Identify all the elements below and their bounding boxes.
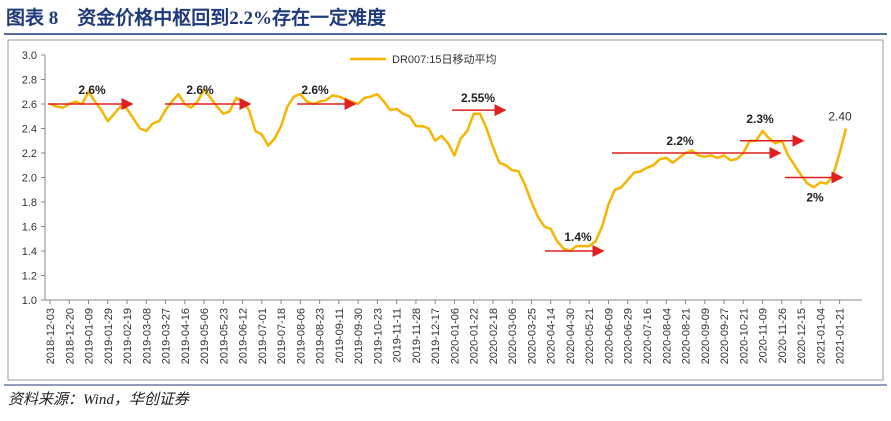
x-tick-label: 2020-09-27 bbox=[719, 308, 731, 364]
x-tick-label: 2019-01-29 bbox=[103, 308, 115, 364]
y-tick-label: 3.0 bbox=[22, 50, 37, 62]
x-tick-label: 2020-09-09 bbox=[700, 308, 712, 364]
legend-label: DR007:15日移动平均 bbox=[392, 53, 497, 66]
x-tick-label: 2019-05-23 bbox=[218, 308, 230, 364]
x-tick-label: 2020-11-26 bbox=[777, 308, 789, 363]
annotation-label: 2% bbox=[806, 191, 824, 205]
x-tick-label: 2020-06-29 bbox=[623, 308, 635, 364]
x-tick-label: 2020-03-25 bbox=[526, 308, 538, 364]
x-tick-label: 2019-06-12 bbox=[238, 308, 250, 364]
x-tick-label: 2019-03-27 bbox=[161, 308, 173, 364]
y-tick-label: 1.8 bbox=[22, 197, 37, 209]
y-tick-label: 2.4 bbox=[22, 124, 37, 136]
x-tick-label: 2019-08-06 bbox=[295, 308, 307, 364]
x-tick-label: 2020-03-06 bbox=[507, 308, 519, 364]
x-tick-label: 2020-01-22 bbox=[469, 308, 481, 364]
annotation-label: 2.6% bbox=[186, 83, 214, 97]
y-tick-label: 2.2 bbox=[22, 148, 37, 160]
annotation-label: 2.6% bbox=[301, 83, 329, 97]
y-tick-label: 1.0 bbox=[22, 295, 37, 307]
x-tick-label: 2019-08-23 bbox=[315, 308, 327, 364]
x-tick-label: 2020-06-09 bbox=[603, 308, 615, 364]
x-tick-label: 2020-10-21 bbox=[738, 308, 750, 364]
y-tick-label: 1.6 bbox=[22, 222, 37, 234]
series-line bbox=[49, 88, 848, 253]
x-tick-label: 2020-12-15 bbox=[796, 308, 808, 364]
y-tick-label: 2.6 bbox=[22, 99, 37, 111]
source: 资料来源：Wind，华创证券 bbox=[8, 391, 190, 408]
annotation-label: 2.2% bbox=[666, 134, 694, 148]
x-tick-label: 2019-12-17 bbox=[430, 308, 442, 364]
x-tick-label: 2019-09-11 bbox=[334, 308, 346, 363]
annotation-label: 2.3% bbox=[746, 112, 774, 126]
x-tick-label: 2019-11-11 bbox=[392, 308, 404, 363]
y-tick-label: 2.8 bbox=[22, 75, 37, 87]
chart-frame bbox=[7, 39, 884, 381]
y-tick-label: 1.4 bbox=[22, 246, 37, 258]
data-label: 2.40 bbox=[828, 110, 852, 124]
x-tick-label: 2020-07-16 bbox=[642, 308, 654, 364]
x-tick-label: 2019-09-30 bbox=[353, 308, 365, 364]
x-tick-label: 2019-03-08 bbox=[141, 308, 153, 364]
x-tick-label: 2020-08-04 bbox=[661, 308, 673, 364]
annotation-label: 2.55% bbox=[461, 91, 495, 105]
y-tick-label: 2.0 bbox=[22, 173, 37, 185]
x-tick-label: 2019-11-28 bbox=[411, 308, 423, 363]
x-tick-label: 2020-05-21 bbox=[584, 308, 596, 364]
x-tick-label: 2021-01-21 bbox=[835, 308, 847, 364]
x-tick-label: 2020-08-21 bbox=[681, 308, 693, 364]
x-tick-label: 2019-07-01 bbox=[257, 308, 269, 364]
x-tick-label: 2020-04-30 bbox=[565, 308, 577, 364]
page-title: 图表 8 资金价格中枢回到2.2%存在一定难度 bbox=[6, 6, 387, 29]
x-tick-label: 2019-10-23 bbox=[372, 308, 384, 364]
x-tick-label: 2020-11-09 bbox=[758, 308, 770, 363]
annotation-label: 1.4% bbox=[564, 230, 592, 244]
x-tick-label: 2018-12-20 bbox=[64, 308, 76, 364]
x-tick-label: 2020-01-06 bbox=[449, 308, 461, 364]
x-tick-label: 2019-04-16 bbox=[180, 308, 192, 364]
x-tick-label: 2019-07-18 bbox=[276, 308, 288, 364]
x-tick-label: 2020-04-14 bbox=[546, 308, 558, 364]
y-tick-label: 1.2 bbox=[22, 271, 37, 283]
x-tick-label: 2019-05-06 bbox=[199, 308, 211, 364]
x-tick-label: 2019-02-19 bbox=[122, 308, 134, 364]
x-tick-label: 2020-02-18 bbox=[488, 308, 500, 364]
annotation-label: 2.6% bbox=[78, 83, 106, 97]
x-tick-label: 2019-01-09 bbox=[84, 308, 96, 364]
x-tick-label: 2018-12-03 bbox=[45, 308, 57, 364]
x-tick-label: 2021-01-04 bbox=[815, 308, 827, 364]
